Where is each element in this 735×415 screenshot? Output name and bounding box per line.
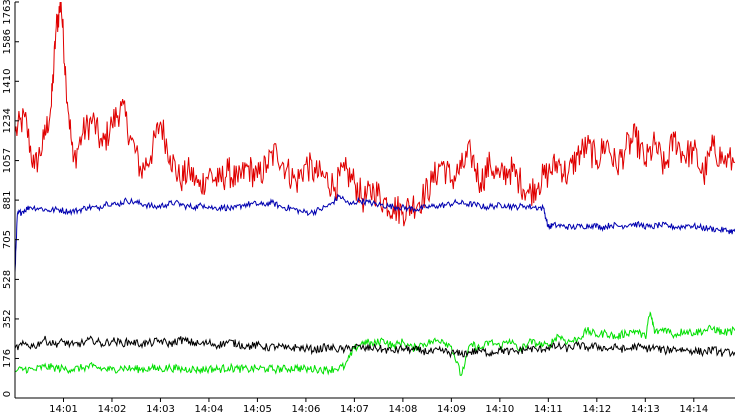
x-tick-label: 14:09 — [437, 404, 466, 415]
x-tick-label: 14:13 — [631, 404, 660, 415]
series-layer — [14, 1, 735, 377]
y-tick-label: 705 — [2, 230, 13, 249]
x-tick-label: 14:08 — [388, 404, 417, 415]
y-tick-label: 1763 — [2, 0, 13, 25]
x-tick-label: 14:12 — [582, 404, 611, 415]
x-tick-label: 14:03 — [146, 404, 175, 415]
x-tick-label: 14:10 — [485, 404, 514, 415]
series-line-0 — [14, 1, 735, 227]
y-tick-label: 881 — [2, 191, 13, 210]
x-tick-label: 14:04 — [194, 404, 223, 415]
y-tick-label: 1057 — [2, 148, 13, 173]
y-tick-label: 528 — [2, 270, 13, 289]
y-tick-label: 1234 — [2, 108, 13, 133]
y-tick-label: 0 — [2, 391, 13, 397]
y-tick-label: 176 — [2, 349, 13, 368]
x-tick-label: 14:02 — [98, 404, 127, 415]
x-tick-label: 14:14 — [679, 404, 708, 415]
series-line-2 — [14, 311, 735, 377]
x-tick-label: 14:06 — [291, 404, 320, 415]
y-tick-label: 1586 — [2, 29, 13, 54]
x-tick-label: 14:07 — [340, 404, 369, 415]
x-tick-label: 14:01 — [49, 404, 78, 415]
x-tick-label: 14:11 — [534, 404, 563, 415]
series-line-1 — [14, 193, 735, 273]
x-tick-label: 14:05 — [243, 404, 272, 415]
series-line-3 — [14, 335, 735, 359]
y-tick-label: 1410 — [2, 69, 13, 94]
y-tick-label: 352 — [2, 309, 13, 328]
